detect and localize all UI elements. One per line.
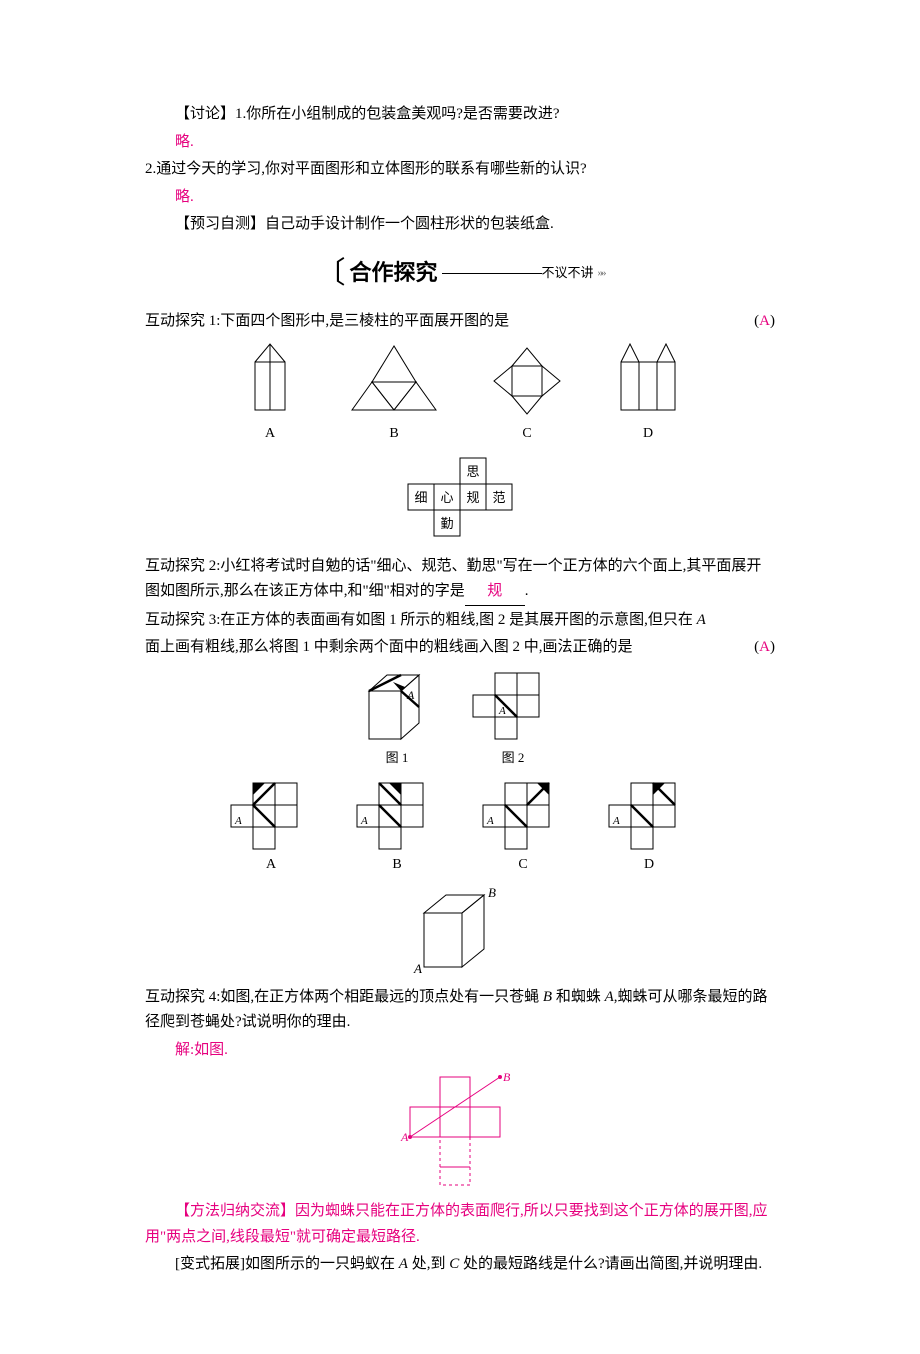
ex1-options: A B C D [145, 342, 775, 446]
discuss-1: 【讨论】1.你所在小组制成的包装盒美观吗?是否需要改进? [145, 102, 775, 128]
opt-label-b: B [350, 422, 438, 446]
ex4-line: 互动探究 4:如图,在正方体两个相距最远的顶点处有一只苍蝇 B 和蜘蛛 A,蜘蛛… [145, 985, 775, 1036]
svg-text:范: 范 [492, 490, 505, 505]
svg-text:思: 思 [466, 464, 479, 479]
ex4-solution-fig: A B [145, 1071, 775, 1191]
answer-1: 略. [145, 130, 775, 156]
ex3-answer: (A) [754, 635, 775, 661]
ex3-options: A A A B A C [145, 779, 775, 877]
banner-title: 合作探究 [349, 254, 437, 291]
ex1-opt-b: B [350, 342, 438, 446]
opt-label-a3: A [223, 853, 319, 877]
ex3-opt-c: A C [475, 779, 571, 877]
preview-line: 【预习自测】自己动手设计制作一个圆柱形状的包装纸盒. [145, 212, 775, 238]
net-opt-c-icon: A [475, 779, 571, 851]
ex1-opt-a: A [240, 342, 300, 446]
opt-label-c3: C [475, 853, 571, 877]
opt-label-b3: B [349, 853, 445, 877]
ex4-sol: 解:如图. [145, 1038, 775, 1064]
bracket-icon: 〔 [315, 248, 345, 299]
svg-text:心: 心 [440, 490, 453, 505]
cube-ab-icon: B A [410, 887, 510, 977]
discuss-q2: 2.通过今天的学习,你对平面图形和立体图形的联系有哪些新的认识? [145, 157, 775, 183]
ex2-stem: 互动探究 2:小红将考试时自勉的话"细心、规范、勤思"写在一个正方体的六个面上,… [145, 558, 761, 600]
banner-sub: 不议不讲 [542, 262, 594, 284]
ex3-opt-b: A B [349, 779, 445, 877]
cross-net-icon: 思 细 心 规 范 勤 [395, 454, 525, 546]
answer-2: 略. [145, 185, 775, 211]
discuss-q1: 1.你所在小组制成的包装盒美观吗?是否需要改进? [235, 106, 560, 122]
variant-line: [变式拓展]如图所示的一只蚂蚁在 A 处,到 C 处的最短路线是什么?请画出简图… [145, 1252, 775, 1278]
ex1-opt-c: C [488, 342, 566, 446]
svg-text:细: 细 [414, 490, 427, 505]
ex3-opt-a: A A [223, 779, 319, 877]
ex4-cube: B A [145, 887, 775, 977]
ex2-line: 互动探究 2:小红将考试时自勉的话"细心、规范、勤思"写在一个正方体的六个面上,… [145, 554, 775, 606]
opt-label-a: A [240, 422, 300, 446]
cube-fig1-icon: A [359, 669, 435, 745]
net-opt-d-icon: A [601, 779, 697, 851]
ex3-line1: 互动探究 3:在正方体的表面画有如图 1 所示的粗线,图 2 是其展开图的示意图… [145, 608, 775, 634]
net-fig2-icon: A [465, 669, 561, 745]
ex3-opt-d: A D [601, 779, 697, 877]
ex1-stem: 互动探究 1:下面四个图形中,是三棱柱的平面展开图的是 [145, 309, 509, 335]
fig1-label: 图 1 [359, 747, 435, 769]
method-line: 【方法归纳交流】因为蜘蛛只能在正方体的表面爬行,所以只要找到这个正方体的展开图,… [145, 1199, 775, 1250]
svg-text:B: B [488, 887, 496, 900]
method-label: 【方法归纳交流】 [175, 1203, 295, 1219]
variant-label: [变式拓展] [175, 1256, 245, 1272]
prism-net-d-icon [616, 342, 680, 420]
svg-text:A: A [406, 688, 415, 702]
fig2: A 图 2 [465, 669, 561, 769]
fig2-label: 图 2 [465, 747, 561, 769]
ex2-tail: . [525, 583, 529, 599]
fig1: A 图 1 [359, 669, 435, 769]
svg-text:B: B [503, 1071, 511, 1084]
svg-text:A: A [486, 815, 494, 827]
opt-label-d: D [616, 422, 680, 446]
net-opt-a-icon: A [223, 779, 319, 851]
svg-text:A: A [234, 815, 242, 827]
svg-text:A: A [413, 961, 422, 976]
unfold-net-icon: A B [395, 1071, 525, 1191]
svg-text:规: 规 [466, 490, 479, 505]
preview-label: 【预习自测】 [175, 216, 265, 232]
opt-label-c: C [488, 422, 566, 446]
prism-net-b-icon [350, 342, 438, 420]
opt-label-d3: D [601, 853, 697, 877]
arrows-icon: »» [598, 264, 605, 283]
ex3-line2: 面上画有粗线,那么将图 1 中剩余两个面中的粗线画入图 2 中,画法正确的是 (… [145, 635, 775, 661]
svg-text:A: A [360, 815, 368, 827]
preview-text: 自己动手设计制作一个圆柱形状的包装纸盒. [265, 216, 554, 232]
prism-net-a-icon [240, 342, 300, 420]
ex1-opt-d: D [616, 342, 680, 446]
net-opt-b-icon: A [349, 779, 445, 851]
ex2-blank: 规 [465, 579, 525, 606]
svg-text:A: A [612, 815, 620, 827]
cross-net: 思 细 心 规 范 勤 [145, 454, 775, 546]
ex3-stem-b: 面上画有粗线,那么将图 1 中剩余两个面中的粗线画入图 2 中,画法正确的是 [145, 635, 633, 661]
svg-text:勤: 勤 [440, 516, 453, 531]
ex3-figs: A 图 1 A 图 2 [145, 669, 775, 769]
ex1-row: 互动探究 1:下面四个图形中,是三棱柱的平面展开图的是 (A) [145, 309, 775, 335]
section-banner: 〔 合作探究 不议不讲 »» [145, 248, 775, 299]
discuss-label: 【讨论】 [175, 106, 235, 122]
svg-text:A: A [400, 1130, 409, 1144]
ex1-answer: (A) [754, 309, 775, 335]
prism-net-c-icon [488, 342, 566, 420]
banner-line [442, 273, 542, 274]
svg-text:A: A [498, 705, 506, 717]
